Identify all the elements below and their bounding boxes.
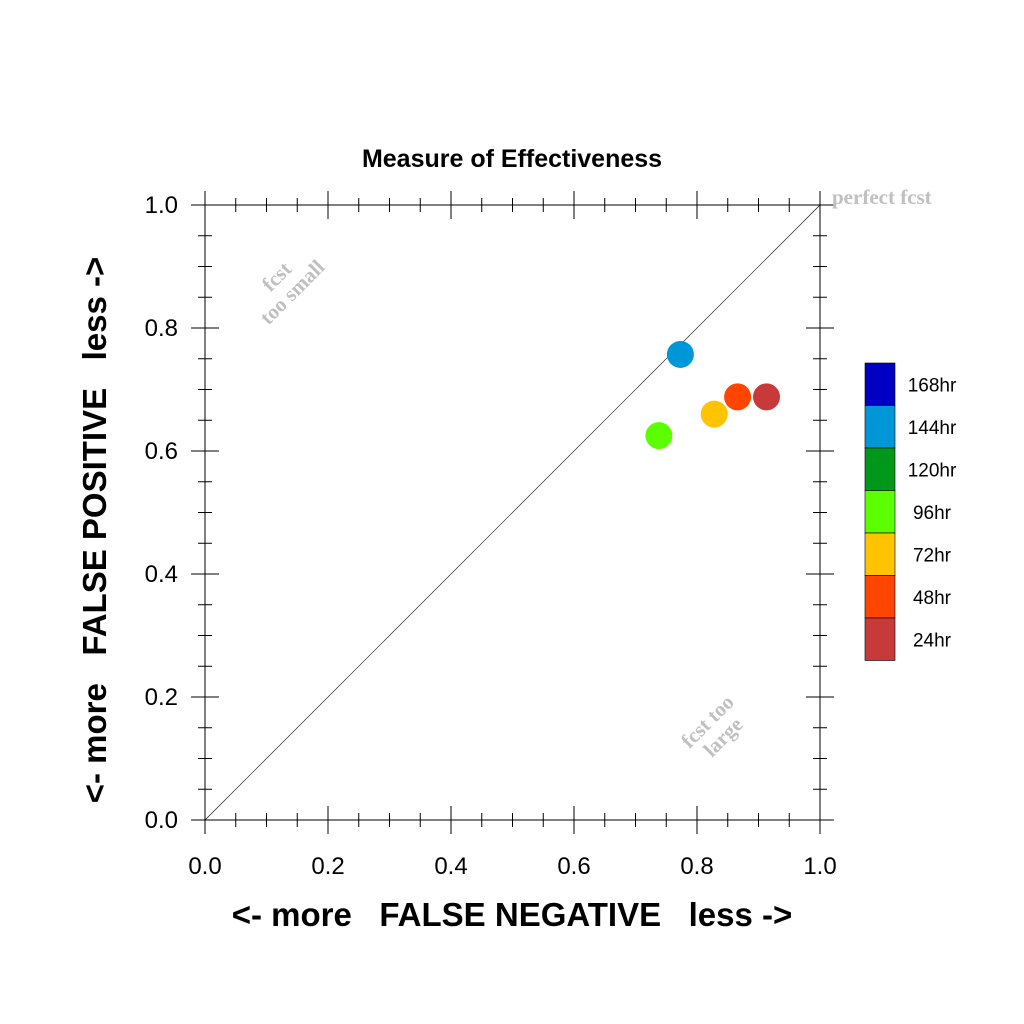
annotation-fcst-too-large: fcst too large xyxy=(676,690,747,761)
x-tick-label: 0.6 xyxy=(557,853,590,880)
y-tick-label: 0.2 xyxy=(145,684,178,711)
axis-ticks xyxy=(191,191,834,834)
y-tick-label: 0.8 xyxy=(145,315,178,342)
annotation-too-small: too small xyxy=(255,255,329,329)
legend-swatch-24hr xyxy=(864,617,896,661)
data-point-96hr xyxy=(645,422,673,450)
legend-swatch-120hr xyxy=(864,447,896,491)
legend-swatch-72hr xyxy=(864,532,896,576)
legend-swatch-48hr xyxy=(864,575,896,619)
x-tick-label: 0.8 xyxy=(680,853,713,880)
y-tick-label: 0.4 xyxy=(145,561,178,588)
x-tick-label: 0.0 xyxy=(188,853,221,880)
legend: 168hr 144hr 120hr 96hr 72hr 48hr 24hr xyxy=(864,362,957,661)
data-point-24hr xyxy=(752,383,780,411)
legend-label-168hr: 168hr xyxy=(908,375,957,396)
legend-label-72hr: 72hr xyxy=(913,545,952,566)
legend-swatch-168hr xyxy=(864,362,896,406)
legend-label-48hr: 48hr xyxy=(913,588,952,609)
legend-swatch-144hr xyxy=(864,405,896,449)
annotation-fcst-too-small: fcst too small xyxy=(255,255,329,329)
legend-label-120hr: 120hr xyxy=(908,460,957,481)
data-point-144hr xyxy=(666,340,694,368)
x-axis-label: <- more FALSE NEGATIVE less -> xyxy=(232,896,793,933)
legend-label-24hr: 24hr xyxy=(913,630,952,651)
data-point-48hr xyxy=(724,383,752,411)
x-tick-label: 0.2 xyxy=(311,853,344,880)
legend-label-144hr: 144hr xyxy=(908,418,957,439)
y-tick-label: 0.0 xyxy=(145,807,178,834)
chart-title: Measure of Effectiveness xyxy=(362,145,662,173)
y-tick-label: 1.0 xyxy=(145,192,178,219)
data-points xyxy=(645,340,780,450)
x-tick-label: 1.0 xyxy=(803,853,836,880)
legend-swatch-96hr xyxy=(864,490,896,534)
legend-label-96hr: 96hr xyxy=(913,503,952,524)
y-axis-label: <- more FALSE POSITIVE less -> xyxy=(76,257,113,804)
data-point-72hr xyxy=(700,400,728,428)
y-tick-label: 0.6 xyxy=(145,438,178,465)
axis-tick-labels: 0.0 0.2 0.4 0.6 0.8 1.0 0.0 0.2 0.4 0.6 0.8 1.0 xyxy=(145,192,837,880)
diagonal-line xyxy=(204,204,821,821)
annotation-perfect-fcst: perfect fcst xyxy=(832,185,932,209)
x-tick-label: 0.4 xyxy=(434,853,467,880)
